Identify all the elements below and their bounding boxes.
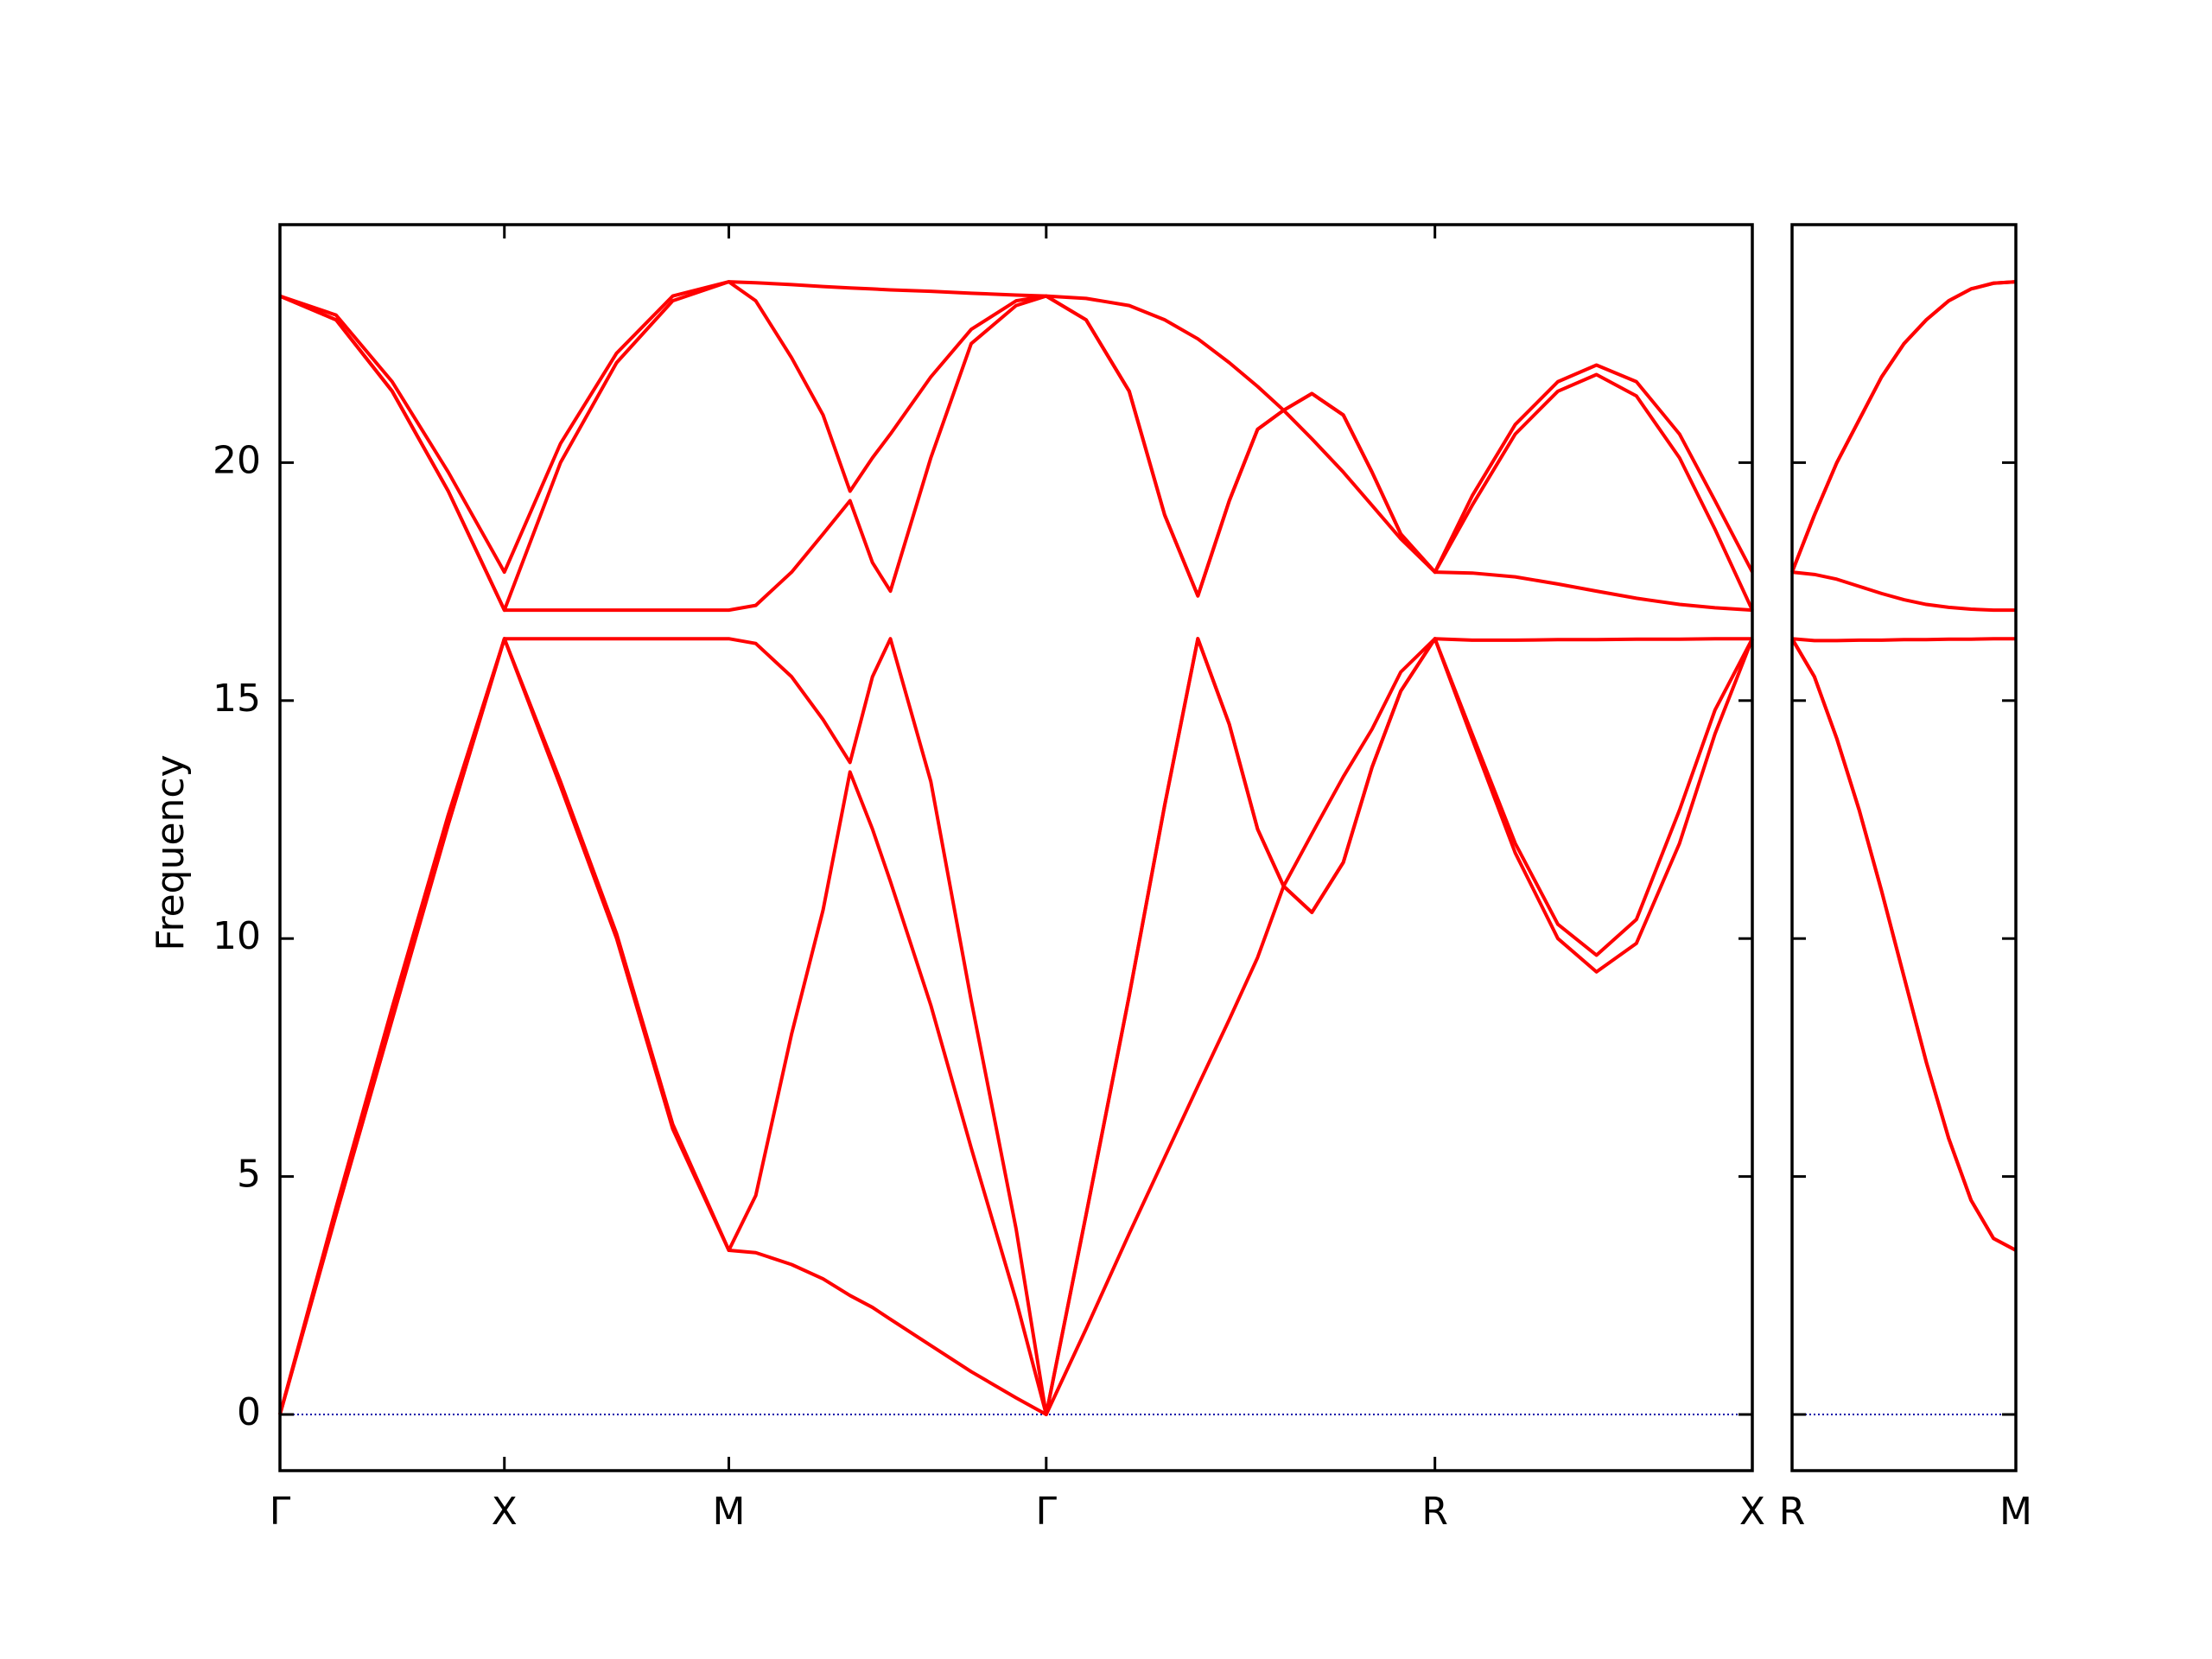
- y-tick-label: 0: [237, 1390, 261, 1434]
- band-line: [279, 280, 1754, 613]
- x-tick-label: M: [1999, 1490, 2032, 1534]
- band-line: [1790, 280, 2017, 573]
- y-tick-label: 5: [237, 1153, 261, 1197]
- band-line: [1791, 637, 2016, 643]
- x-tick-label: R: [1779, 1490, 1806, 1534]
- x-tick-label: Γ: [1036, 1490, 1058, 1534]
- band-line: [1790, 638, 2017, 1252]
- y-tick-label: 20: [213, 438, 261, 482]
- x-tick-label: X: [492, 1490, 518, 1534]
- x-tick-label: M: [712, 1490, 745, 1534]
- y-axis-label: Frequency: [149, 754, 193, 950]
- band-line: [278, 637, 1752, 1417]
- band-line: [279, 280, 1754, 575]
- axes-frame: [1790, 223, 2018, 1472]
- band-line: [1791, 570, 2016, 613]
- y-tick-label: 15: [213, 677, 261, 721]
- x-tick-label: Γ: [270, 1490, 291, 1534]
- axes-frame: [278, 223, 1754, 1472]
- x-tick-label: R: [1421, 1490, 1448, 1534]
- x-tick-label: X: [1739, 1490, 1765, 1534]
- y-tick-label: 10: [213, 914, 261, 958]
